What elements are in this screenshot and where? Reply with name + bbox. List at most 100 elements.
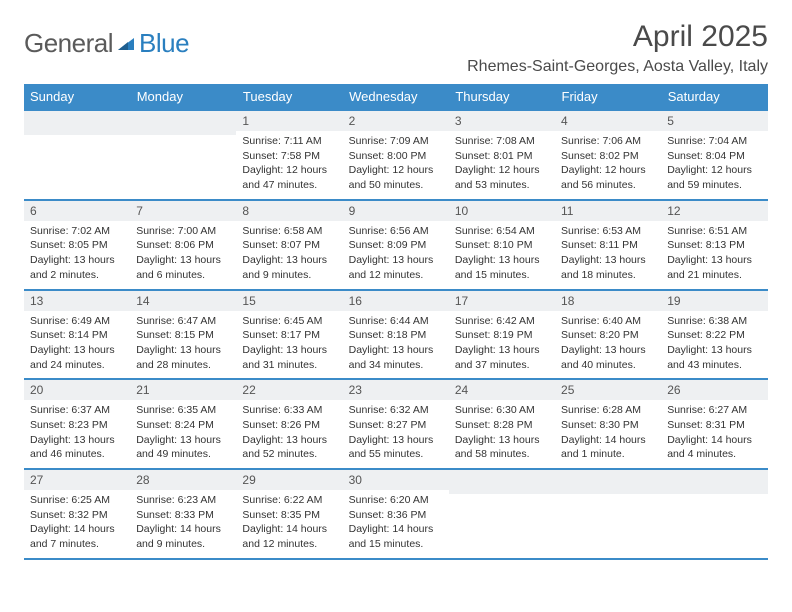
sunrise-line: Sunrise: 6:40 AM	[561, 314, 655, 329]
sunset-line: Sunset: 8:15 PM	[136, 328, 230, 343]
day-details: Sunrise: 6:37 AMSunset: 8:23 PMDaylight:…	[24, 400, 130, 468]
day-details: Sunrise: 6:42 AMSunset: 8:19 PMDaylight:…	[449, 311, 555, 379]
calendar-day-cell: 21Sunrise: 6:35 AMSunset: 8:24 PMDayligh…	[130, 379, 236, 469]
day-details: Sunrise: 6:22 AMSunset: 8:35 PMDaylight:…	[236, 490, 342, 558]
title-block: April 2025 Rhemes-Saint-Georges, Aosta V…	[467, 20, 768, 76]
sunrise-line: Sunrise: 6:49 AM	[30, 314, 124, 329]
sunset-line: Sunset: 8:22 PM	[667, 328, 761, 343]
sunset-line: Sunset: 8:23 PM	[30, 418, 124, 433]
location-text: Rhemes-Saint-Georges, Aosta Valley, Ital…	[467, 58, 768, 76]
sunrise-line: Sunrise: 6:23 AM	[136, 493, 230, 508]
sunrise-line: Sunrise: 7:06 AM	[561, 134, 655, 149]
day-details: Sunrise: 6:20 AMSunset: 8:36 PMDaylight:…	[343, 490, 449, 558]
calendar-head: SundayMondayTuesdayWednesdayThursdayFrid…	[24, 84, 768, 110]
sunrise-line: Sunrise: 7:09 AM	[349, 134, 443, 149]
empty-day-body	[555, 494, 661, 503]
day-details: Sunrise: 6:56 AMSunset: 8:09 PMDaylight:…	[343, 221, 449, 289]
empty-day-body	[24, 135, 130, 144]
sunset-line: Sunset: 8:31 PM	[667, 418, 761, 433]
day-number: 5	[661, 111, 767, 131]
daylight-line: Daylight: 13 hours and 18 minutes.	[561, 253, 655, 282]
empty-day-number	[449, 470, 555, 494]
day-number: 2	[343, 111, 449, 131]
day-details: Sunrise: 6:49 AMSunset: 8:14 PMDaylight:…	[24, 311, 130, 379]
day-details: Sunrise: 7:09 AMSunset: 8:00 PMDaylight:…	[343, 131, 449, 199]
day-details: Sunrise: 6:47 AMSunset: 8:15 PMDaylight:…	[130, 311, 236, 379]
daylight-line: Daylight: 13 hours and 28 minutes.	[136, 343, 230, 372]
calendar-day-cell: 22 Sunrise: 6:33 AMSunset: 8:26 PMDayligh…	[236, 379, 342, 469]
daylight-line: Daylight: 13 hours and 12 minutes.	[349, 253, 443, 282]
daylight-line: Daylight: 13 hours and 15 minutes.	[455, 253, 549, 282]
sunrise-line: Sunrise: 6:42 AM	[455, 314, 549, 329]
calendar-day-cell: 25Sunrise: 6:28 AMSunset: 8:30 PMDayligh…	[555, 379, 661, 469]
sunset-line: Sunset: 8:20 PM	[561, 328, 655, 343]
day-header-cell: Thursday	[449, 84, 555, 110]
sunset-line: Sunset: 8:26 PM	[242, 418, 336, 433]
daylight-line: Daylight: 13 hours and 52 minutes.	[242, 433, 336, 462]
calendar-day-cell: 1Sunrise: 7:11 AMSunset: 7:58 PMDaylight…	[236, 110, 342, 200]
calendar-day-cell: 3Sunrise: 7:08 AMSunset: 8:01 PMDaylight…	[449, 110, 555, 200]
sunset-line: Sunset: 8:24 PM	[136, 418, 230, 433]
brand-text-part1: General	[24, 28, 113, 59]
sunset-line: Sunset: 8:32 PM	[30, 508, 124, 523]
calendar-day-cell: 13Sunrise: 6:49 AMSunset: 8:14 PMDayligh…	[24, 290, 130, 380]
day-details: Sunrise: 6:32 AMSunset: 8:27 PMDaylight:…	[343, 400, 449, 468]
daylight-line: Daylight: 14 hours and 15 minutes.	[349, 522, 443, 551]
day-number: 29	[236, 470, 342, 490]
day-number: 22	[236, 380, 342, 400]
sunrise-line: Sunrise: 6:56 AM	[349, 224, 443, 239]
day-header-cell: Wednesday	[343, 84, 449, 110]
calendar-day-cell: 12Sunrise: 6:51 AMSunset: 8:13 PMDayligh…	[661, 200, 767, 290]
sunrise-line: Sunrise: 6:28 AM	[561, 403, 655, 418]
calendar-week-row: 6Sunrise: 7:02 AMSunset: 8:05 PMDaylight…	[24, 200, 768, 290]
sunset-line: Sunset: 8:10 PM	[455, 238, 549, 253]
daylight-line: Daylight: 13 hours and 40 minutes.	[561, 343, 655, 372]
daylight-line: Daylight: 13 hours and 31 minutes.	[242, 343, 336, 372]
calendar-week-row: 20Sunrise: 6:37 AMSunset: 8:23 PMDayligh…	[24, 379, 768, 469]
calendar-day-cell: 29Sunrise: 6:22 AMSunset: 8:35 PMDayligh…	[236, 469, 342, 559]
daylight-line: Daylight: 12 hours and 50 minutes.	[349, 163, 443, 192]
calendar-day-cell: 7Sunrise: 7:00 AMSunset: 8:06 PMDaylight…	[130, 200, 236, 290]
calendar-day-cell: 15Sunrise: 6:45 AMSunset: 8:17 PMDayligh…	[236, 290, 342, 380]
calendar-day-cell: 16Sunrise: 6:44 AMSunset: 8:18 PMDayligh…	[343, 290, 449, 380]
calendar-page: General Blue April 2025 Rhemes-Saint-Geo…	[0, 0, 792, 580]
day-number: 28	[130, 470, 236, 490]
sunset-line: Sunset: 8:11 PM	[561, 238, 655, 253]
sunrise-line: Sunrise: 7:08 AM	[455, 134, 549, 149]
day-details: Sunrise: 6:28 AMSunset: 8:30 PMDaylight:…	[555, 400, 661, 468]
day-header-cell: Sunday	[24, 84, 130, 110]
day-number: 10	[449, 201, 555, 221]
brand-triangle-icon	[116, 34, 136, 54]
day-details: Sunrise: 6:53 AMSunset: 8:11 PMDaylight:…	[555, 221, 661, 289]
sunset-line: Sunset: 8:17 PM	[242, 328, 336, 343]
day-number: 9	[343, 201, 449, 221]
calendar-empty-cell	[130, 110, 236, 200]
daylight-line: Daylight: 14 hours and 12 minutes.	[242, 522, 336, 551]
sunrise-line: Sunrise: 6:27 AM	[667, 403, 761, 418]
day-header-cell: Tuesday	[236, 84, 342, 110]
sunset-line: Sunset: 8:35 PM	[242, 508, 336, 523]
daylight-line: Daylight: 13 hours and 49 minutes.	[136, 433, 230, 462]
daylight-line: Daylight: 14 hours and 7 minutes.	[30, 522, 124, 551]
sunrise-line: Sunrise: 6:33 AM	[242, 403, 336, 418]
sunrise-line: Sunrise: 6:51 AM	[667, 224, 761, 239]
day-number: 4	[555, 111, 661, 131]
day-details: Sunrise: 7:06 AMSunset: 8:02 PMDaylight:…	[555, 131, 661, 199]
sunset-line: Sunset: 8:05 PM	[30, 238, 124, 253]
day-number: 11	[555, 201, 661, 221]
sunrise-line: Sunrise: 6:53 AM	[561, 224, 655, 239]
sunrise-line: Sunrise: 7:02 AM	[30, 224, 124, 239]
calendar-day-cell: 17Sunrise: 6:42 AMSunset: 8:19 PMDayligh…	[449, 290, 555, 380]
sunrise-line: Sunrise: 6:35 AM	[136, 403, 230, 418]
day-number: 30	[343, 470, 449, 490]
day-number: 12	[661, 201, 767, 221]
calendar-week-row: 13Sunrise: 6:49 AMSunset: 8:14 PMDayligh…	[24, 290, 768, 380]
day-header-cell: Monday	[130, 84, 236, 110]
calendar-empty-cell	[24, 110, 130, 200]
calendar-day-cell: 5Sunrise: 7:04 AMSunset: 8:04 PMDaylight…	[661, 110, 767, 200]
day-details: Sunrise: 6:30 AMSunset: 8:28 PMDaylight:…	[449, 400, 555, 468]
calendar-table: SundayMondayTuesdayWednesdayThursdayFrid…	[24, 84, 768, 560]
day-details: Sunrise: 6:58 AMSunset: 8:07 PMDaylight:…	[236, 221, 342, 289]
day-number: 20	[24, 380, 130, 400]
day-number: 26	[661, 380, 767, 400]
